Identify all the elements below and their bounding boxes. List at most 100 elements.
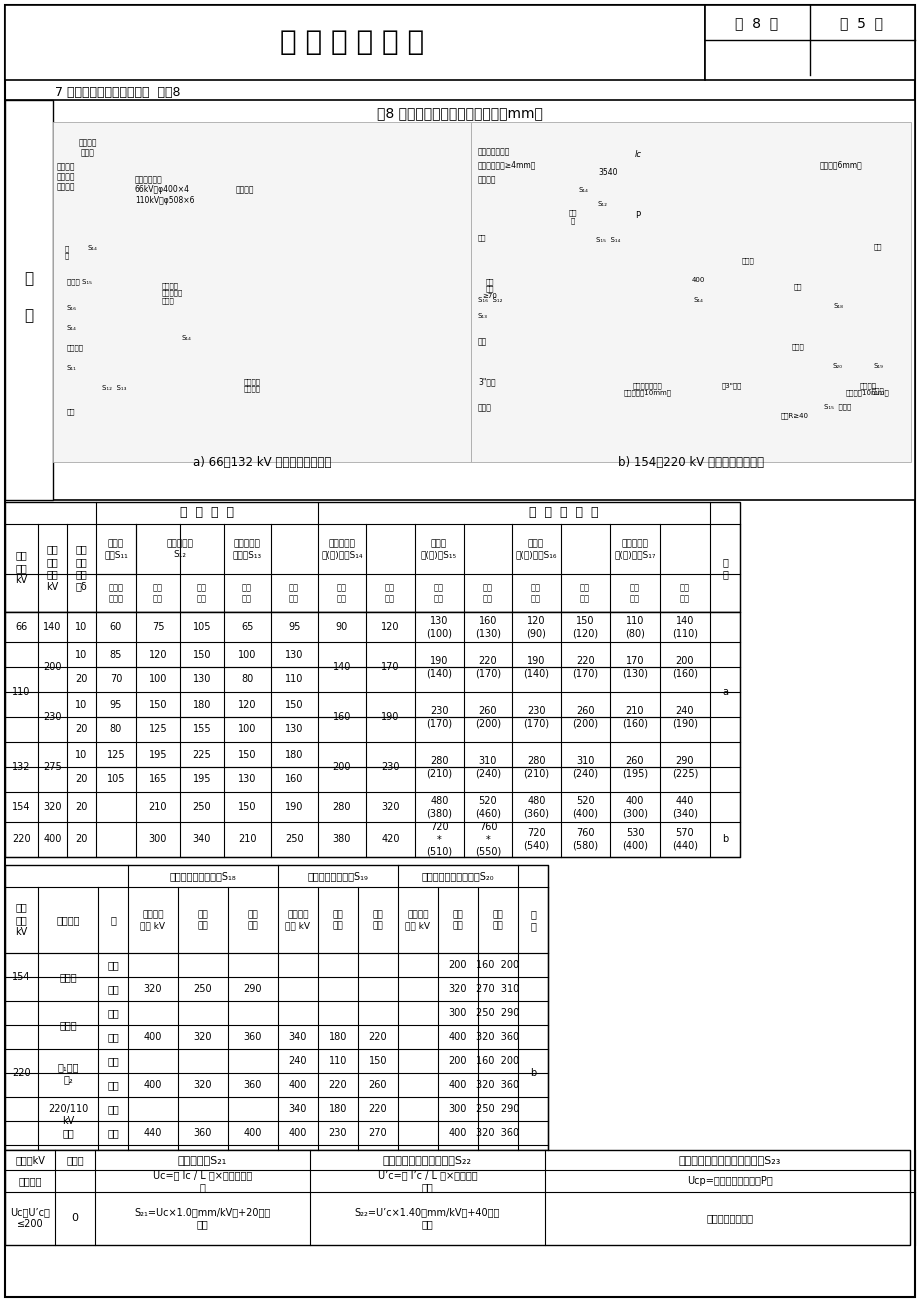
- Text: 210: 210: [238, 835, 256, 845]
- Text: 220: 220: [12, 835, 30, 845]
- Text: S₁₆: S₁₆: [67, 305, 77, 311]
- Text: 油纸电容式套管: 油纸电容式套管: [478, 147, 510, 156]
- Text: 至夹件
无(有)护板S₁₆: 至夹件 无(有)护板S₁₆: [515, 539, 556, 559]
- Text: 480
(380): 480 (380): [426, 796, 452, 818]
- Text: 绝缘
距离: 绝缘 距离: [630, 583, 640, 603]
- Text: 180: 180: [193, 699, 211, 710]
- Text: 绝缘
距离: 绝缘 距离: [336, 583, 346, 603]
- Text: 本相: 本相: [107, 1104, 119, 1115]
- Text: 270: 270: [369, 1128, 387, 1138]
- Text: Uc（U’c）
≤200: Uc（U’c） ≤200: [10, 1207, 50, 1229]
- Text: 340: 340: [289, 1104, 307, 1115]
- Text: 400: 400: [448, 1079, 467, 1090]
- Text: 220/110
kV
自耦: 220/110 kV 自耦: [48, 1104, 88, 1138]
- Text: S₁₅  均压球: S₁₅ 均压球: [823, 404, 851, 410]
- Text: 围屏（厚6mm）: 围屏（厚6mm）: [819, 160, 862, 169]
- Text: 20: 20: [75, 802, 87, 812]
- Text: 105: 105: [107, 775, 125, 785]
- Text: 250: 250: [194, 984, 212, 993]
- Text: 10: 10: [75, 622, 87, 631]
- Text: 160: 160: [333, 712, 351, 723]
- Text: 260: 260: [369, 1079, 387, 1090]
- Text: 无励磁分接开关
（绝缘筒厚10mm）: 无励磁分接开关 （绝缘筒厚10mm）: [623, 381, 671, 396]
- Text: 150: 150: [285, 699, 303, 710]
- Text: 320  360: 320 360: [476, 1079, 519, 1090]
- Text: 线  端  引  线: 线 端 引 线: [180, 506, 233, 519]
- Text: 20: 20: [75, 674, 87, 685]
- Text: 154: 154: [12, 973, 30, 982]
- Text: lc: lc: [634, 150, 641, 159]
- Text: 20: 20: [75, 835, 87, 845]
- Text: S₁₃: S₁₃: [478, 312, 487, 319]
- Text: 20: 20: [75, 724, 87, 734]
- Text: 110: 110: [285, 674, 303, 685]
- Text: 190: 190: [285, 802, 303, 812]
- Text: 220
(170): 220 (170): [474, 656, 501, 678]
- Text: S₁₉: S₁₉: [872, 363, 882, 368]
- Text: 155: 155: [192, 724, 211, 734]
- Text: 320  360: 320 360: [476, 1128, 519, 1138]
- Text: 异相: 异相: [107, 1128, 119, 1138]
- Text: 400: 400: [289, 1128, 307, 1138]
- Text: 异相: 异相: [107, 1079, 119, 1090]
- Text: 220: 220: [369, 1032, 387, 1042]
- Text: 隔简厚: 隔简厚: [66, 1155, 84, 1165]
- Text: 760
(580): 760 (580): [572, 828, 598, 850]
- Text: 选用
距离: 选用 距离: [482, 583, 493, 603]
- Text: 工频试验
电压 kV: 工频试验 电压 kV: [405, 910, 430, 930]
- Text: S₁₄: S₁₄: [577, 187, 587, 193]
- Text: 190: 190: [380, 712, 399, 723]
- Bar: [5, 1150, 909, 1245]
- Text: 310
(240): 310 (240): [474, 755, 501, 779]
- Text: 围屏: 围屏: [478, 337, 487, 346]
- Text: 320: 320: [143, 984, 162, 993]
- Text: 140: 140: [333, 661, 351, 672]
- Text: 300: 300: [149, 835, 167, 845]
- Text: 套管至箱盖S₂₁: 套管至箱盖S₂₁: [177, 1155, 227, 1165]
- Text: 400: 400: [244, 1128, 262, 1138]
- Text: 180: 180: [328, 1032, 346, 1042]
- Text: 440: 440: [143, 1128, 162, 1138]
- Text: 本相: 本相: [107, 1056, 119, 1066]
- Text: 420: 420: [380, 835, 400, 845]
- Text: 选用
距离: 选用 距离: [372, 910, 383, 930]
- Text: 共  8  页: 共 8 页: [734, 16, 777, 30]
- Text: 280: 280: [333, 802, 351, 812]
- Text: 高一低: 高一低: [59, 1019, 76, 1030]
- Text: 280
(210): 280 (210): [426, 755, 452, 779]
- Text: 760
*
(550): 760 * (550): [474, 822, 501, 857]
- Text: S₁₂: S₁₂: [597, 201, 607, 207]
- Text: 440
(340): 440 (340): [671, 796, 698, 818]
- Text: a) 66～132 kV 级线端引线结构图: a) 66～132 kV 级线端引线结构图: [193, 456, 331, 469]
- Text: 170
(130): 170 (130): [621, 656, 647, 678]
- Text: 65: 65: [241, 622, 254, 631]
- Text: 210: 210: [149, 802, 167, 812]
- Text: 230: 230: [380, 762, 400, 772]
- Text: S₁₄: S₁₄: [67, 326, 77, 331]
- Bar: [704, 5, 914, 79]
- Text: 电压
等级
kV: 电压 等级 kV: [16, 902, 28, 937]
- Text: 360: 360: [244, 1079, 262, 1090]
- Text: 170: 170: [380, 661, 400, 672]
- Text: 升高座内径：
66kV：φ400×4
110kV：φ508×6: 升高座内径： 66kV：φ400×4 110kV：φ508×6: [135, 174, 194, 204]
- Text: 195: 195: [149, 750, 167, 759]
- Text: 图

例: 图 例: [25, 271, 33, 323]
- Text: 油纸电容
式套管: 油纸电容 式套管: [79, 138, 97, 158]
- Text: 240
(190): 240 (190): [671, 706, 698, 728]
- Text: 360: 360: [194, 1128, 212, 1138]
- Text: 绝缘
距离: 绝缘 距离: [530, 583, 540, 603]
- Text: 工频试验
电压 kV: 工频试验 电压 kV: [285, 910, 311, 930]
- Text: 220
(170): 220 (170): [572, 656, 598, 678]
- Text: 绝缘
距离: 绝缘 距离: [434, 583, 444, 603]
- Text: 工频
试验
电压
kV: 工频 试验 电压 kV: [46, 544, 58, 591]
- Text: 选用
距离: 选用 距离: [679, 583, 689, 603]
- Text: 165: 165: [149, 775, 167, 785]
- Text: 210
(160): 210 (160): [621, 706, 647, 728]
- Text: 200: 200: [448, 960, 467, 970]
- Text: 至油箱
尖(圆)角S₁₅: 至油箱 尖(圆)角S₁₅: [421, 539, 457, 559]
- Text: 绝缘
距离: 绝缘 距离: [333, 910, 343, 930]
- Text: Uc=（ lc / L ）×工频试验电
压: Uc=（ lc / L ）×工频试验电 压: [153, 1169, 252, 1193]
- Text: 520
(400): 520 (400): [572, 796, 598, 818]
- Text: 线圈: 线圈: [478, 234, 486, 241]
- Text: 绝缘
距离: 绝缘 距离: [153, 583, 163, 603]
